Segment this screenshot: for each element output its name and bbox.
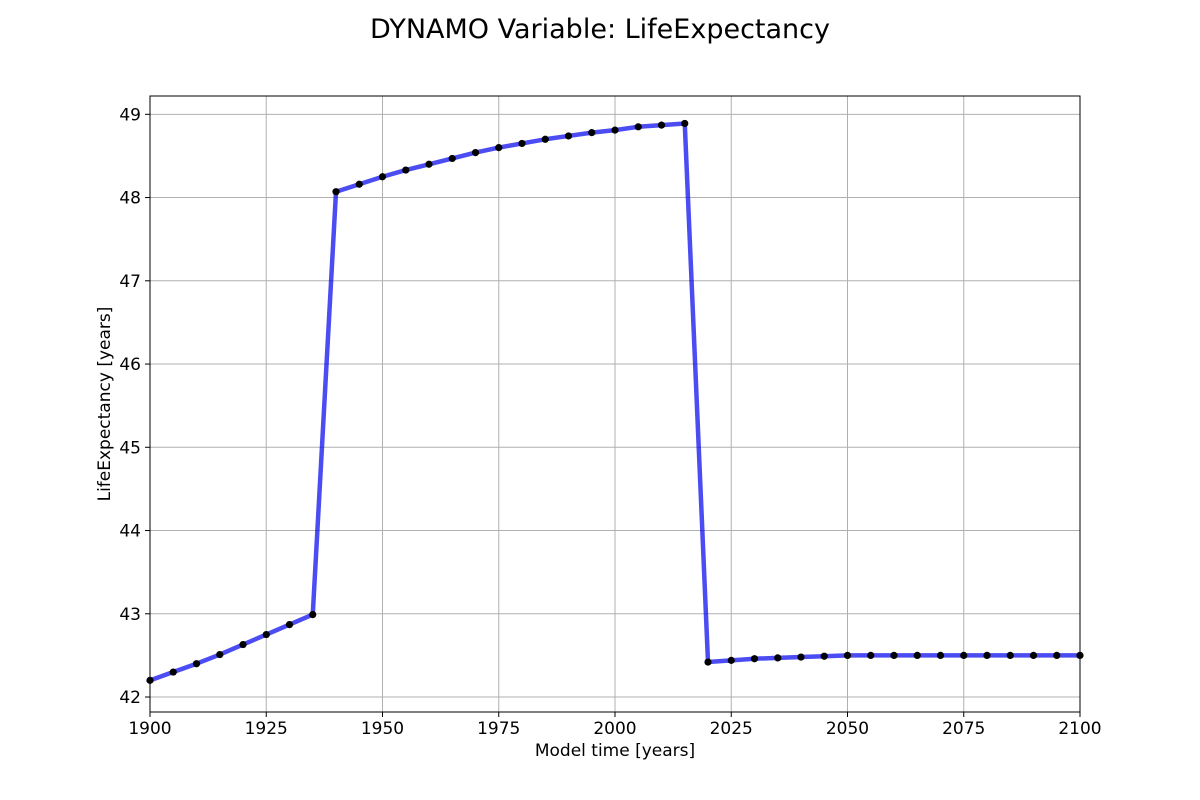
- data-point: [867, 651, 875, 659]
- data-point: [378, 173, 387, 181]
- data-point: [750, 655, 759, 663]
- data-point: [1006, 651, 1014, 659]
- y-tick-label: 44: [119, 522, 141, 542]
- data-point: [681, 119, 689, 128]
- data-point: [216, 650, 224, 659]
- data-point: [332, 188, 340, 196]
- x-tick-label: 1900: [128, 719, 171, 739]
- data-point: [402, 166, 410, 174]
- data-point: [890, 651, 898, 659]
- data-point: [727, 656, 735, 664]
- data-point: [797, 653, 805, 661]
- data-point: [1076, 651, 1084, 659]
- data-point: [169, 668, 177, 676]
- data-point: [634, 123, 642, 131]
- data-point: [564, 132, 573, 140]
- data-point: [192, 660, 201, 668]
- data-point: [262, 630, 270, 639]
- data-point: [285, 620, 294, 629]
- data-point: [1053, 651, 1061, 659]
- data-point: [309, 611, 317, 619]
- data-point: [960, 651, 968, 659]
- data-point: [843, 651, 852, 659]
- data-point: [611, 126, 619, 134]
- x-tick-label: 2025: [710, 719, 753, 739]
- y-tick-label: 45: [119, 438, 141, 458]
- data-point: [239, 640, 247, 649]
- data-point: [425, 160, 433, 168]
- data-point: [913, 651, 921, 659]
- data-point: [588, 129, 596, 137]
- data-point: [146, 676, 154, 684]
- y-axis-label: LifeExpectancy [years]: [95, 307, 115, 502]
- x-tick-label: 2100: [1058, 719, 1101, 739]
- x-tick-label: 1975: [477, 719, 520, 739]
- data-point: [355, 180, 363, 188]
- y-tick-label: 49: [119, 105, 141, 125]
- data-point: [448, 154, 456, 163]
- data-point: [471, 149, 480, 157]
- data-point: [936, 651, 945, 659]
- y-tick-label: 47: [119, 272, 141, 292]
- x-axis: 1900 1925 1950 1975 2000 2025 2050 2075 2100: [128, 712, 1102, 739]
- x-tick-label: 1950: [361, 719, 404, 739]
- x-axis-label: Model time [years]: [535, 741, 695, 761]
- y-tick-label: 48: [119, 189, 141, 209]
- grid-lines: [149, 96, 1081, 712]
- data-point: [518, 139, 526, 148]
- data-point: [541, 135, 549, 143]
- data-point: [1029, 651, 1038, 659]
- x-tick-label: 2050: [826, 719, 869, 739]
- data-point: [704, 658, 712, 666]
- chart-title: DYNAMO Variable: LifeExpectancy: [370, 14, 830, 45]
- x-tick-label: 2000: [593, 719, 636, 739]
- data-point: [495, 144, 503, 152]
- data-point: [983, 651, 991, 659]
- x-tick-label: 2075: [942, 719, 985, 739]
- y-axis: 42 43 44 45 46 47 48 49: [119, 105, 150, 708]
- y-tick-label: 43: [119, 605, 141, 625]
- data-point: [820, 652, 828, 660]
- series-markers: [146, 119, 1084, 684]
- x-tick-label: 1925: [245, 719, 288, 739]
- y-tick-label: 42: [119, 688, 141, 708]
- data-point: [657, 121, 666, 129]
- data-point: [774, 654, 782, 662]
- y-tick-label: 46: [119, 355, 141, 375]
